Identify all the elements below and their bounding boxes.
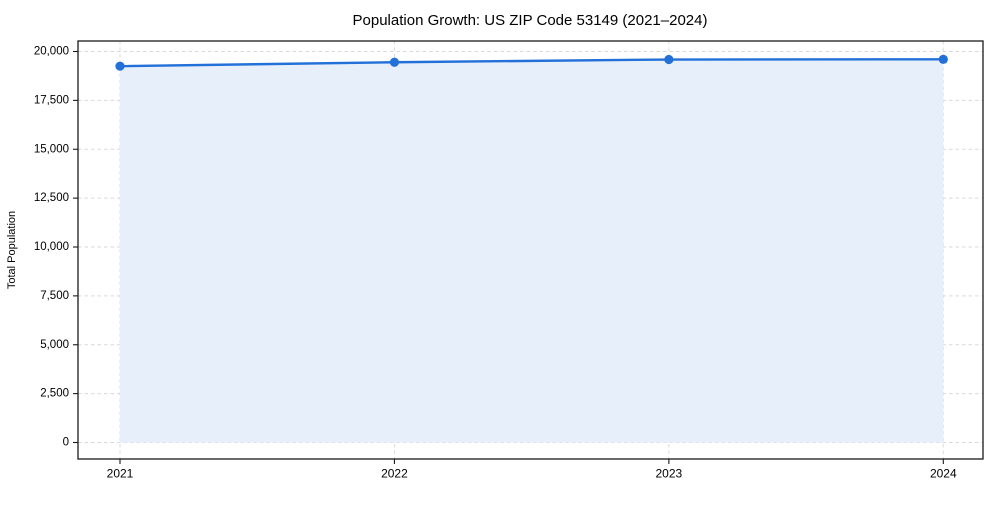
y-tick-label: 7,500 (40, 290, 69, 302)
chart-title: Population Growth: US ZIP Code 53149 (20… (353, 12, 708, 29)
y-tick-label: 2,500 (40, 388, 69, 400)
area-fill (120, 59, 944, 443)
data-point (938, 54, 948, 64)
x-tick-label: 2022 (381, 467, 408, 481)
plot-frame (77, 40, 984, 460)
y-tick-label: 0 (63, 437, 69, 449)
y-tick-label: 15,000 (34, 143, 69, 155)
x-tick-label: 2023 (656, 467, 683, 481)
series-layer (115, 54, 948, 443)
data-point (664, 54, 674, 65)
x-tick-label: 2024 (930, 467, 957, 481)
data-line (118, 58, 945, 68)
axis-layer: 0 2,500 5,000 7,500 10,000 12,500 15,000 17,500… (34, 40, 984, 481)
y-tick-label: 10,000 (34, 241, 69, 253)
y-tick-label: 5,000 (40, 339, 69, 351)
x-tick-label: 2021 (107, 467, 134, 481)
data-point (115, 61, 125, 71)
data-point (389, 57, 400, 67)
y-axis-label: Total Population (6, 211, 18, 289)
y-tick-label: 12,500 (34, 192, 69, 204)
y-tick-label: 20,000 (34, 46, 69, 58)
y-tick-label: 17,500 (34, 94, 69, 106)
